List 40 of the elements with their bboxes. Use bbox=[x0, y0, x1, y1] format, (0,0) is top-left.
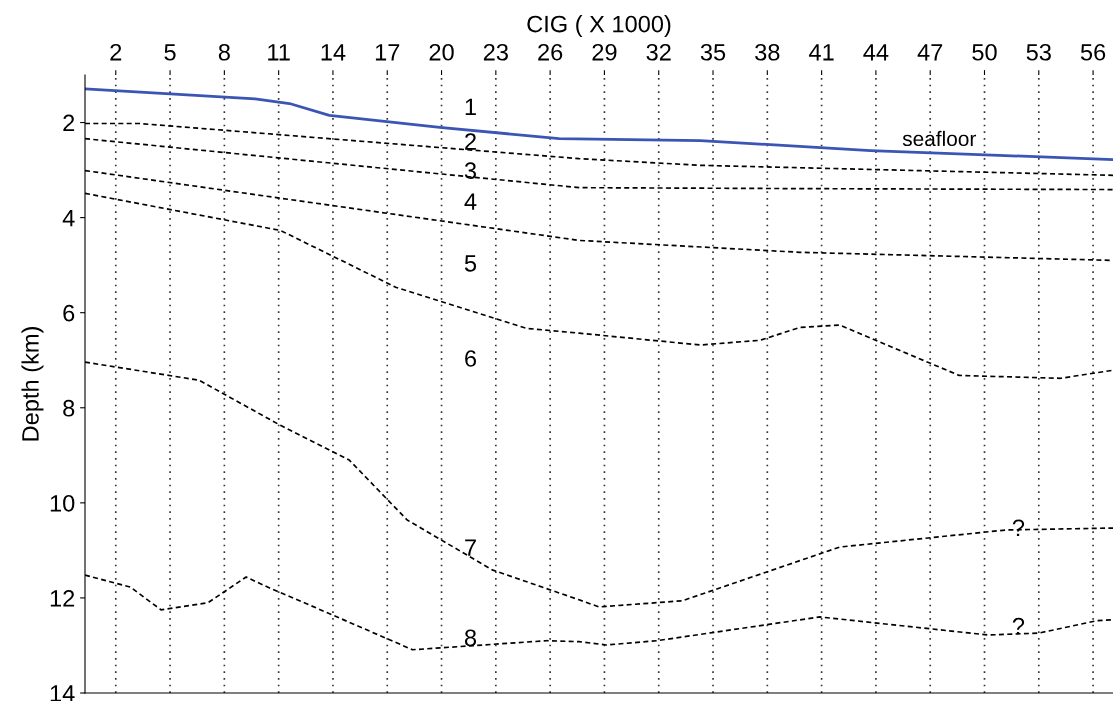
x-tick-label: 53 bbox=[1026, 43, 1051, 61]
x-tick-label: 50 bbox=[972, 43, 997, 61]
annotation: ? bbox=[1012, 519, 1025, 536]
x-axis-title: CIG ( X 1000) bbox=[527, 15, 671, 38]
x-tick-label: 2 bbox=[110, 43, 122, 61]
y-tick-label: 4 bbox=[62, 209, 75, 227]
annotation: 4 bbox=[464, 193, 477, 210]
y-tick-label: 8 bbox=[63, 399, 75, 417]
annotation: 7 bbox=[465, 539, 476, 556]
y-tick-label: 10 bbox=[50, 494, 75, 512]
x-tick-label: 38 bbox=[755, 43, 780, 61]
x-tick-label: 41 bbox=[809, 44, 834, 61]
annotation: 5 bbox=[464, 255, 477, 272]
y-tick-label: 14 bbox=[50, 685, 75, 701]
annotation: 8 bbox=[464, 629, 477, 647]
y-axis-title: Depth (km) bbox=[21, 327, 44, 441]
x-tick-label: 47 bbox=[917, 44, 943, 61]
annotation: 3 bbox=[464, 162, 477, 179]
annotation: 2 bbox=[465, 133, 476, 150]
x-tick-label: 56 bbox=[1080, 43, 1106, 61]
annotation: 1 bbox=[465, 98, 476, 116]
x-tick-label: 32 bbox=[646, 43, 671, 61]
y-tick-label: 2 bbox=[63, 114, 75, 132]
x-tick-label: 5 bbox=[164, 44, 176, 61]
x-tick-label: 23 bbox=[483, 43, 508, 61]
y-tick-label: 12 bbox=[50, 589, 75, 607]
x-tick-label: 17 bbox=[375, 44, 400, 61]
annotation: 6 bbox=[465, 350, 477, 367]
y-tick-label: 6 bbox=[63, 304, 75, 322]
x-tick-label: 35 bbox=[700, 43, 726, 61]
x-tick-label: 14 bbox=[321, 44, 346, 61]
x-tick-label: 8 bbox=[218, 43, 230, 61]
annotation: seafloor bbox=[902, 130, 976, 147]
annotation: ? bbox=[1012, 617, 1025, 635]
x-tick-label: 20 bbox=[429, 43, 454, 61]
x-tick-label: 11 bbox=[268, 44, 290, 61]
x-tick-label: 29 bbox=[592, 43, 617, 61]
x-tick-label: 44 bbox=[863, 44, 889, 61]
line-series bbox=[85, 87, 1113, 162]
x-tick-label: 26 bbox=[538, 43, 563, 61]
